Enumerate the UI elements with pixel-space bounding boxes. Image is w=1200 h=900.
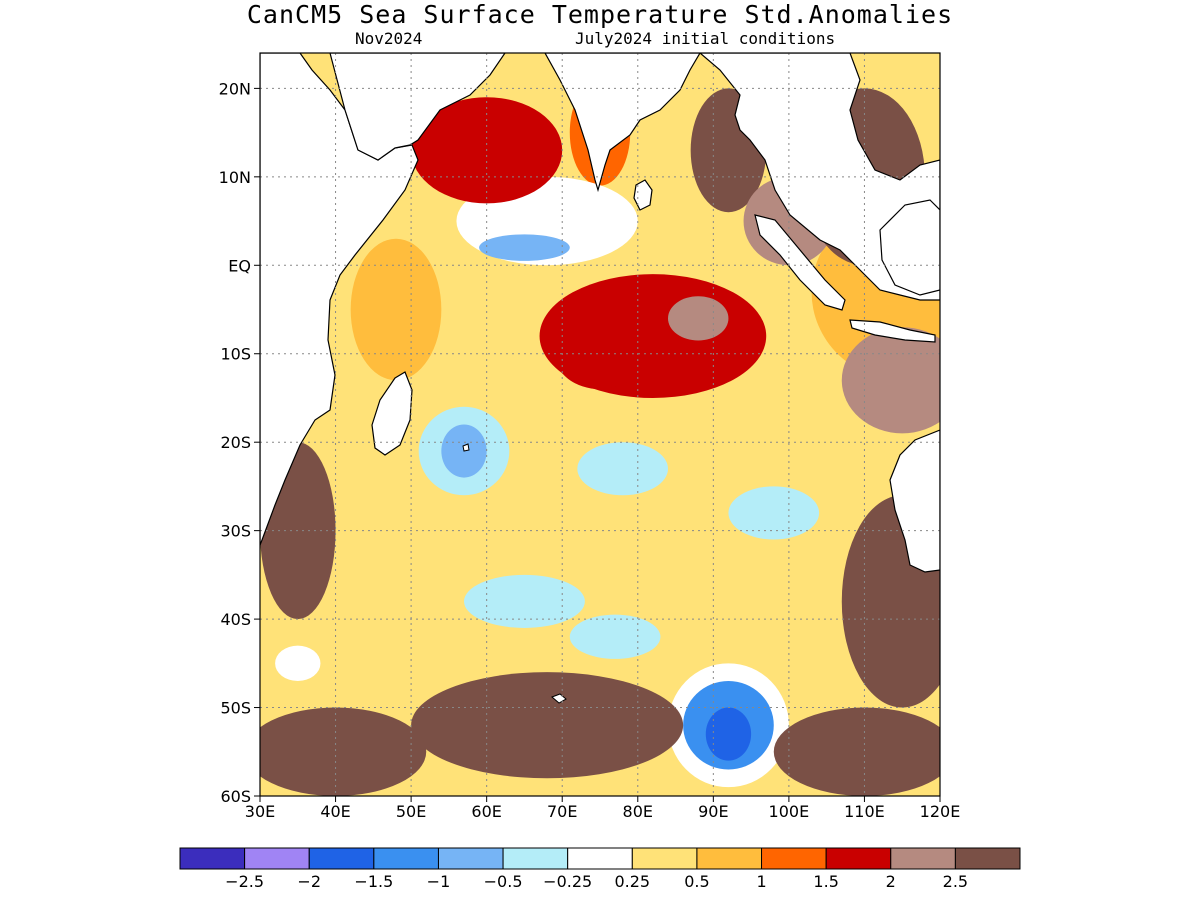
colorbar-label: 1 bbox=[756, 872, 766, 891]
java bbox=[849, 319, 936, 343]
colorbar-label: −2 bbox=[297, 872, 321, 891]
india-landmass bbox=[544, 53, 701, 193]
colorbar-swatch bbox=[761, 847, 827, 870]
chart-subtitle-init: July2024 initial conditions bbox=[575, 29, 836, 48]
chart-title: CanCM5 Sea Surface Temperature Std.Anoma… bbox=[246, 0, 954, 29]
anomaly-region-3 bbox=[479, 234, 570, 261]
colorbar-label: −1.5 bbox=[354, 872, 393, 891]
madagascar bbox=[371, 371, 413, 456]
x-tick-label: 90E bbox=[698, 802, 728, 821]
colorbar-label: −1 bbox=[427, 872, 451, 891]
y-tick-label: 10S bbox=[220, 345, 251, 364]
colorbar-label: −2.5 bbox=[225, 872, 264, 891]
anomaly-region-25 bbox=[411, 672, 684, 779]
colorbar-label: 2.5 bbox=[943, 872, 968, 891]
anomaly-region-11 bbox=[350, 238, 442, 381]
x-tick-label: 50E bbox=[396, 802, 426, 821]
x-tick-label: 70E bbox=[547, 802, 577, 821]
x-tick-label: 30E bbox=[245, 802, 275, 821]
colorbar-swatch bbox=[373, 847, 439, 870]
anomaly-region-26 bbox=[260, 707, 427, 796]
borneo bbox=[879, 199, 940, 296]
plot-area: 30E 40E 50E 60E 70E 80E 90E 100E 110E 120E 20N 10N… bbox=[219, 52, 961, 821]
anomaly-region-15 bbox=[728, 486, 820, 540]
anomaly-region-16 bbox=[464, 574, 585, 628]
colorbar-swatch bbox=[437, 847, 504, 870]
anomaly-region-10 bbox=[554, 318, 646, 390]
colorbar-swatch bbox=[308, 847, 375, 870]
y-tick-label: EQ bbox=[228, 256, 251, 275]
colorbar-label: 1.5 bbox=[813, 872, 838, 891]
sri-lanka bbox=[633, 179, 653, 211]
colorbar-swatch bbox=[244, 847, 310, 870]
colorbar-swatch bbox=[502, 847, 569, 870]
colorbar-swatch bbox=[954, 847, 1021, 870]
anomaly-region-27 bbox=[773, 707, 940, 796]
y-axis: 20N 10N EQ 10S 20S 30S 40S 50S 60S bbox=[219, 79, 260, 806]
colorbar-swatch bbox=[890, 847, 956, 870]
colorbar-label: 0.25 bbox=[614, 872, 650, 891]
y-tick-label: 60S bbox=[220, 787, 251, 806]
x-tick-label: 110E bbox=[844, 802, 885, 821]
x-tick-label: 60E bbox=[471, 802, 501, 821]
anomaly-region-20 bbox=[705, 707, 752, 761]
anomaly-region-23 bbox=[841, 327, 940, 434]
anomaly-region-14 bbox=[577, 442, 669, 496]
plot-frame bbox=[259, 52, 941, 797]
arabia-landmass bbox=[329, 53, 506, 161]
colorbar-label: 2 bbox=[886, 872, 896, 891]
colorbar-label: 0.5 bbox=[684, 872, 709, 891]
colorbar-swatch bbox=[179, 847, 246, 870]
x-axis: 30E 40E 50E 60E 70E 80E 90E 100E 110E 120E bbox=[245, 796, 961, 821]
x-tick-label: 80E bbox=[623, 802, 653, 821]
anomaly-region-22 bbox=[275, 645, 321, 682]
mauritius-islet bbox=[462, 443, 470, 452]
colorbar-swatch bbox=[567, 847, 633, 870]
y-tick-label: 50S bbox=[220, 699, 251, 718]
colorbar-swatch bbox=[696, 847, 763, 870]
anomaly-region-9 bbox=[668, 296, 729, 341]
y-tick-label: 30S bbox=[220, 522, 251, 541]
colorbar-label: −0.5 bbox=[484, 872, 523, 891]
anomaly-region-17 bbox=[569, 614, 661, 659]
colorbar: −2.5 −2 −1.5 −1 −0.5 −0.25 0.25 0.5 1 1.5 2 2.5 bbox=[179, 847, 1021, 891]
colorbar-swatch bbox=[631, 847, 698, 870]
colorbar-swatch bbox=[825, 847, 892, 870]
gridlines bbox=[260, 53, 940, 796]
australia-landmass bbox=[889, 429, 940, 573]
y-tick-label: 40S bbox=[220, 610, 251, 629]
chart-subtitle-date: Nov2024 bbox=[355, 29, 423, 48]
y-tick-label: 10N bbox=[219, 168, 251, 187]
x-tick-label: 120E bbox=[920, 802, 961, 821]
colorbar-label: −0.25 bbox=[543, 872, 592, 891]
x-tick-label: 40E bbox=[320, 802, 350, 821]
y-tick-label: 20S bbox=[220, 433, 251, 452]
y-tick-label: 20N bbox=[219, 79, 251, 98]
sumatra bbox=[754, 214, 846, 311]
x-tick-label: 100E bbox=[769, 802, 810, 821]
